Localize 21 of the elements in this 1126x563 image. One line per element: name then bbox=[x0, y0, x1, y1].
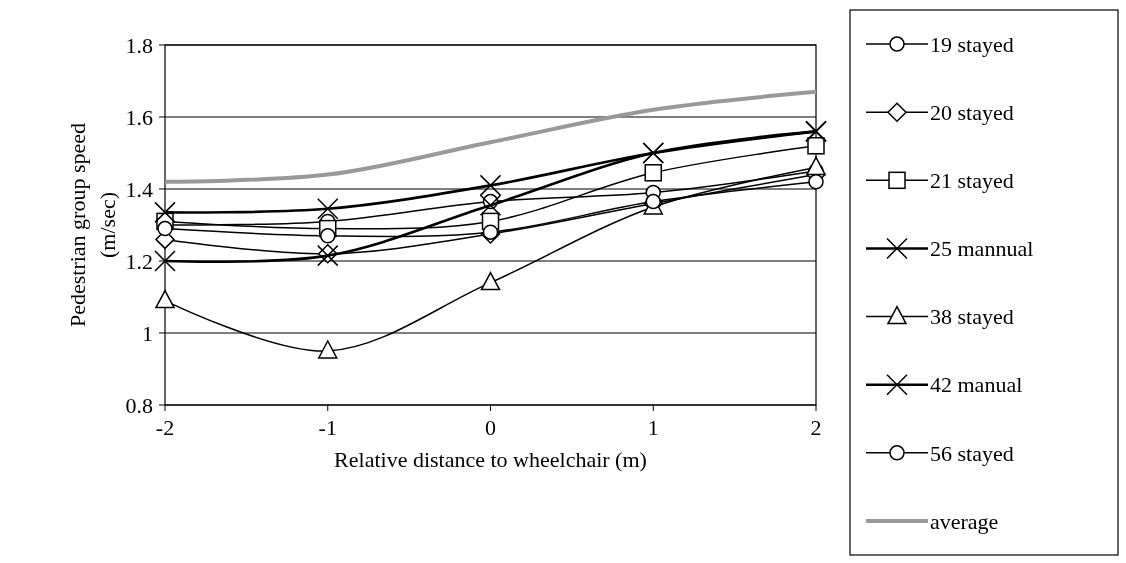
legend-label: 56 stayed bbox=[930, 440, 1014, 466]
legend-label: 20 stayed bbox=[930, 99, 1014, 125]
legend-label: 42 manual bbox=[930, 372, 1023, 398]
y-tick-label: 1 bbox=[142, 320, 153, 346]
y-tick-label: 1.4 bbox=[125, 176, 153, 202]
x-tick-label: 1 bbox=[647, 415, 659, 440]
x-tick-label: 2 bbox=[810, 415, 822, 440]
y-tick-label: 0.8 bbox=[125, 392, 153, 418]
legend-label: 19 stayed bbox=[930, 31, 1014, 57]
x-tick-label: -2 bbox=[155, 415, 175, 440]
legend-label: average bbox=[930, 508, 999, 534]
legend-label: 25 mannual bbox=[930, 236, 1034, 262]
legend-label: 38 stayed bbox=[930, 304, 1014, 330]
y-axis-title: Pedestrian group speed (m/sec) bbox=[65, 122, 120, 328]
x-tick-label: -1 bbox=[318, 415, 337, 440]
x-tick-label: 0 bbox=[485, 415, 496, 440]
y-tick-label: 1.6 bbox=[125, 104, 153, 130]
legend-label: 21 stayed bbox=[930, 168, 1014, 194]
x-axis-title: Relative distance to wheelchair (m) bbox=[334, 447, 647, 472]
y-tick-label: 1.2 bbox=[125, 248, 153, 274]
y-tick-label: 1.8 bbox=[125, 32, 153, 58]
